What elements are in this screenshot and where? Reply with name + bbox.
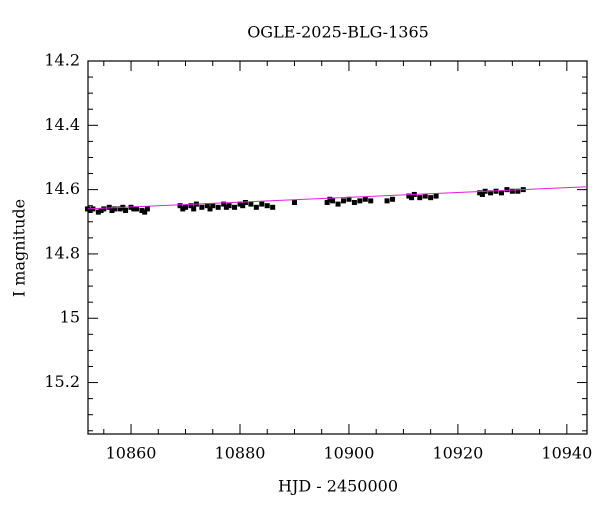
data-point — [368, 198, 374, 204]
y-tick-label: 15 — [60, 308, 80, 327]
data-point — [133, 206, 139, 212]
data-point — [504, 187, 510, 193]
data-point — [327, 196, 333, 202]
data-point — [248, 201, 254, 207]
data-point — [330, 198, 336, 204]
data-point — [417, 195, 423, 201]
data-point — [180, 206, 186, 212]
data-point — [351, 199, 357, 205]
data-point — [264, 203, 270, 209]
data-point — [428, 195, 434, 201]
data-point — [177, 203, 183, 209]
data-point — [384, 198, 390, 204]
data-point — [498, 190, 504, 196]
x-tick-label: 10940 — [541, 444, 592, 463]
x-axis-label: HJD - 2450000 — [278, 477, 398, 496]
data-point — [259, 201, 265, 207]
model-line — [87, 186, 588, 210]
y-tick-label: 14.6 — [44, 179, 80, 198]
y-tick-label: 15.2 — [44, 372, 80, 391]
data-point — [422, 193, 428, 199]
data-point — [270, 204, 276, 210]
data-point — [237, 201, 243, 207]
data-point — [242, 199, 248, 205]
data-point — [433, 193, 439, 199]
data-point — [362, 196, 368, 202]
x-tick-label: 10880 — [215, 444, 266, 463]
data-point — [191, 206, 197, 212]
data-point — [335, 201, 341, 207]
data-point — [221, 201, 227, 207]
data-point — [324, 199, 330, 205]
y-axis-label: I magnitude — [10, 199, 29, 297]
data-point — [109, 208, 115, 214]
x-tick-label: 10900 — [323, 444, 374, 463]
y-tick-label: 14.2 — [44, 51, 80, 70]
data-point — [95, 209, 101, 215]
data-point — [87, 208, 93, 214]
data-point — [488, 190, 494, 196]
data-point — [232, 204, 238, 210]
data-point — [204, 203, 210, 209]
x-tick-label: 10860 — [106, 444, 157, 463]
data-point — [142, 209, 148, 215]
plot-frame — [87, 60, 588, 435]
data-point — [479, 191, 485, 197]
data-point — [515, 188, 521, 194]
data-point — [210, 203, 216, 209]
data-point — [390, 196, 396, 202]
data-point — [131, 206, 137, 212]
data-point — [207, 206, 213, 212]
data-point — [223, 204, 229, 210]
chart-title: OGLE-2025-BLG-1365 — [247, 23, 429, 42]
data-point — [291, 199, 297, 205]
data-point — [106, 204, 112, 210]
data-point — [357, 198, 363, 204]
data-point — [117, 206, 123, 212]
data-point — [406, 193, 412, 199]
data-point — [477, 190, 483, 196]
data-point — [183, 204, 189, 210]
data-point — [226, 203, 232, 209]
data-point — [240, 203, 246, 209]
data-point — [509, 188, 515, 194]
data-point — [340, 198, 346, 204]
data-point — [112, 206, 118, 212]
data-point — [123, 208, 129, 214]
data-point — [199, 204, 205, 210]
data-point — [98, 208, 104, 214]
data-point — [84, 206, 90, 212]
data-point — [188, 203, 194, 209]
data-point — [101, 206, 107, 212]
data-point — [253, 204, 259, 210]
data-point — [346, 196, 352, 202]
data-point — [215, 204, 221, 210]
y-tick-label: 14.4 — [44, 115, 80, 134]
y-tick-label: 14.8 — [44, 243, 80, 262]
data-point — [139, 208, 145, 214]
data-point — [409, 195, 415, 201]
data-point — [144, 206, 150, 212]
x-tick-label: 10920 — [432, 444, 483, 463]
